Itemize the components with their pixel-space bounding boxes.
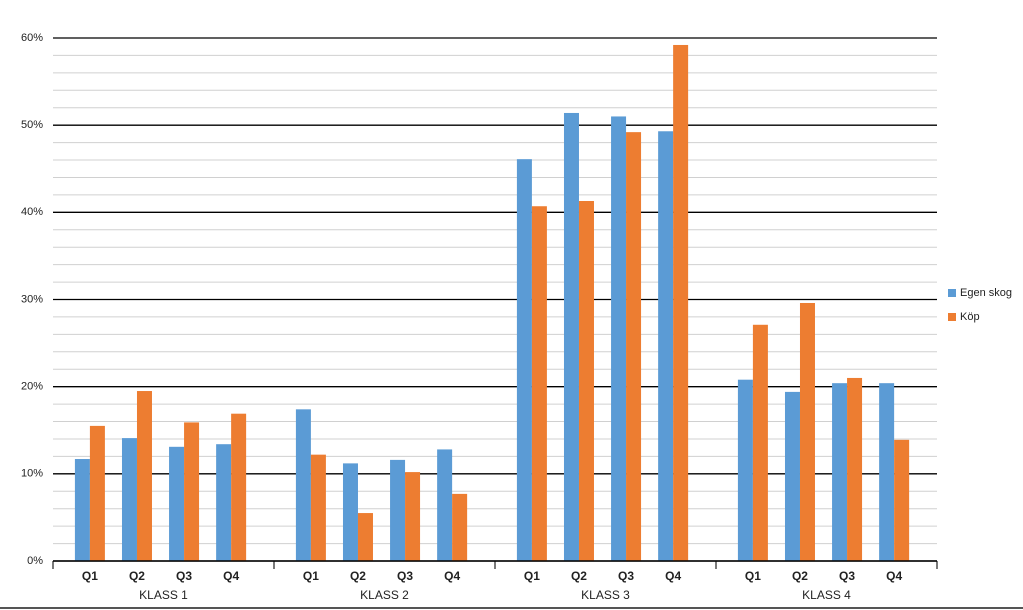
bar — [357, 513, 373, 561]
group-label: KLASS 1 — [139, 588, 188, 602]
bar — [832, 383, 848, 561]
legend-swatch — [948, 289, 956, 297]
bar — [452, 493, 468, 561]
bar — [563, 112, 579, 562]
y-tick-label: 60% — [21, 32, 43, 44]
bar — [784, 391, 800, 561]
bar — [516, 159, 532, 561]
y-tick-label: 20% — [21, 381, 43, 393]
legend-label: Köp — [960, 311, 980, 323]
legend-swatch — [948, 313, 956, 321]
bar — [169, 446, 185, 561]
group-label: KLASS 4 — [802, 588, 851, 602]
x-tick-label: Q4 — [886, 569, 902, 583]
y-tick-label: 30% — [21, 293, 43, 305]
bar — [894, 439, 910, 561]
bar — [531, 206, 547, 561]
bar — [737, 379, 753, 561]
bar — [658, 131, 674, 562]
group-label: KLASS 3 — [581, 588, 630, 602]
bar — [752, 324, 768, 561]
bar — [310, 454, 326, 561]
bar — [847, 377, 863, 561]
x-tick-label: Q4 — [665, 569, 681, 583]
x-tick-label: Q4 — [444, 569, 460, 583]
bar — [342, 463, 358, 561]
x-tick-label: Q3 — [397, 569, 413, 583]
y-tick-label: 10% — [21, 468, 43, 480]
x-tick-label: Q1 — [82, 569, 98, 583]
bar — [626, 132, 642, 561]
bar — [89, 425, 105, 561]
bar — [121, 438, 137, 561]
bar — [611, 116, 627, 561]
x-tick-label: Q1 — [745, 569, 761, 583]
x-tick-label: Q2 — [350, 569, 366, 583]
bar — [799, 302, 815, 561]
bar — [231, 413, 247, 561]
bar — [437, 449, 453, 561]
x-tick-label: Q3 — [176, 569, 192, 583]
group-label: KLASS 2 — [360, 588, 409, 602]
x-tick-label: Q2 — [571, 569, 587, 583]
bar — [405, 472, 421, 561]
x-tick-label: Q2 — [792, 569, 808, 583]
bar — [74, 459, 90, 561]
x-tick-label: Q1 — [524, 569, 540, 583]
bar — [673, 44, 689, 562]
bar — [216, 444, 232, 561]
x-tick-label: Q4 — [223, 569, 239, 583]
bar — [136, 391, 152, 561]
bar — [295, 409, 311, 561]
legend-label: Egen skog — [960, 287, 1012, 299]
y-tick-label: 0% — [27, 555, 43, 567]
x-tick-label: Q1 — [303, 569, 319, 583]
y-tick-label: 50% — [21, 119, 43, 131]
bar — [184, 422, 200, 561]
x-tick-label: Q3 — [618, 569, 634, 583]
x-tick-label: Q2 — [129, 569, 145, 583]
bar — [879, 383, 895, 561]
x-tick-label: Q3 — [839, 569, 855, 583]
y-tick-label: 40% — [21, 206, 43, 218]
bar — [390, 459, 406, 561]
bar — [578, 201, 594, 562]
